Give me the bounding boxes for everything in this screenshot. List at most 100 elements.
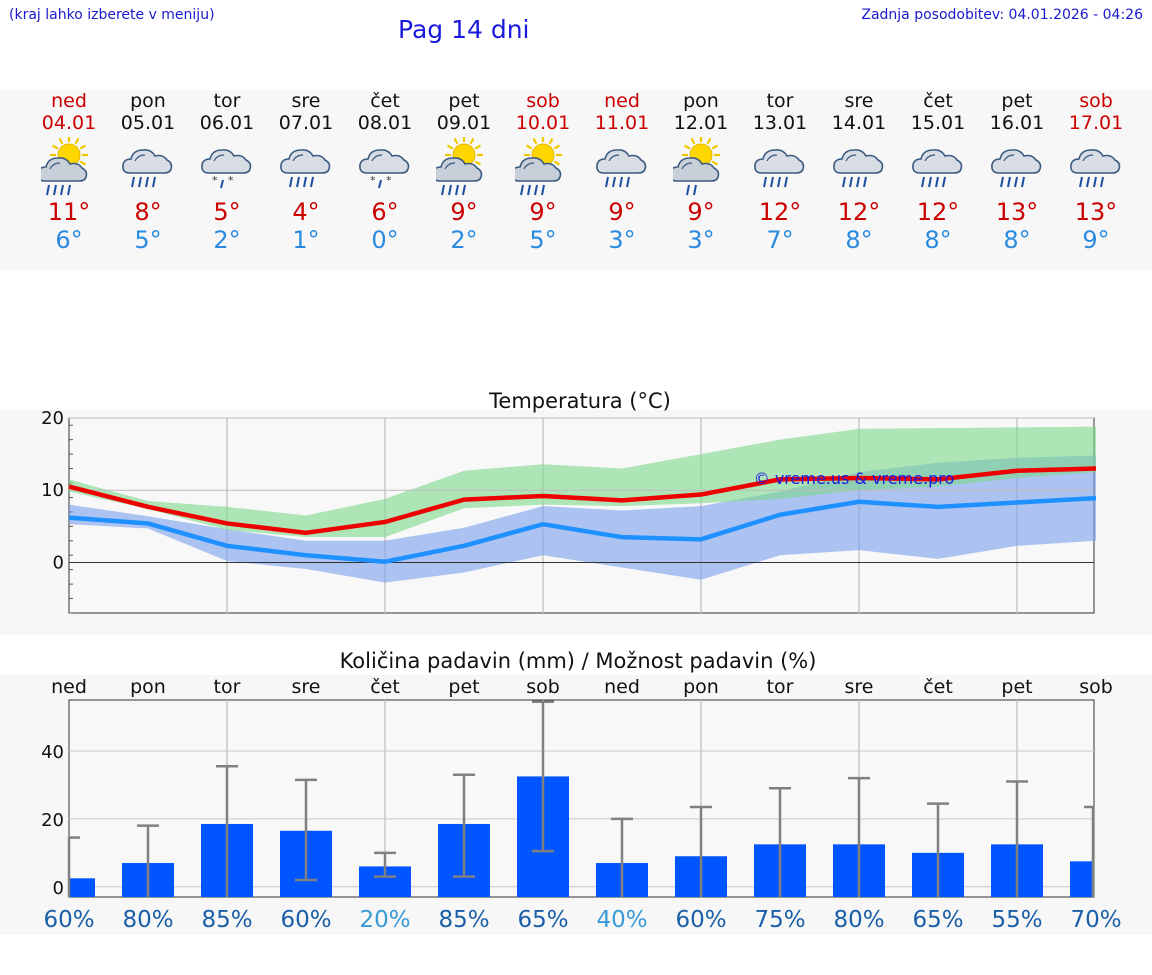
precipitation-probability: 65% <box>912 907 963 933</box>
precipitation-day-label: tor <box>767 676 794 698</box>
cloud-sleet-icon: * * <box>199 137 255 197</box>
cloud-rain-icon <box>752 137 808 197</box>
cloud-rain-icon <box>594 137 650 197</box>
precipitation-day-label: sob <box>526 676 560 698</box>
cloud-rain-icon <box>910 137 966 197</box>
min-temperature: 8° <box>845 226 873 254</box>
temperature-y-tick-label: 0 <box>53 552 64 573</box>
min-temperature: 5° <box>134 226 162 254</box>
min-temperature: 8° <box>1003 226 1031 254</box>
day-name: sre <box>291 90 321 112</box>
min-temperature: 9° <box>1082 226 1110 254</box>
cloud-rain-icon <box>989 137 1045 197</box>
precipitation-probability: 80% <box>122 907 173 933</box>
day-date: 10.01 <box>515 112 571 134</box>
day-date: 12.01 <box>673 112 729 134</box>
precipitation-chart-title: Količina padavin (mm) / Možnost padavin … <box>340 649 817 673</box>
watermark: © vreme.us & vreme.pro <box>754 469 955 488</box>
precipitation-probability: 60% <box>43 907 94 933</box>
day-date: 05.01 <box>120 112 176 134</box>
max-temperature: 13° <box>995 198 1039 226</box>
cloud-rain-icon <box>831 137 887 197</box>
sun-cloud-rain-icon <box>41 137 97 197</box>
min-temperature: 5° <box>529 226 557 254</box>
sun-cloud-drizzle-icon <box>673 137 729 197</box>
day-date: 15.01 <box>910 112 966 134</box>
day-name: pon <box>683 90 719 112</box>
max-temperature: 8° <box>134 198 162 226</box>
max-temperature: 9° <box>450 198 478 226</box>
day-date: 11.01 <box>594 112 650 134</box>
max-temperature-line <box>68 466 1097 536</box>
min-temperature: 0° <box>371 226 399 254</box>
temperature-y-tick-label: 20 <box>41 408 64 429</box>
day-date: 09.01 <box>436 112 492 134</box>
sun-cloud-rain-icon <box>436 137 492 197</box>
min-temperature: 6° <box>55 226 83 254</box>
day-name: ned <box>604 90 640 112</box>
day-name: sre <box>844 90 874 112</box>
min-temperature: 7° <box>766 226 794 254</box>
precipitation-bar <box>69 878 95 897</box>
min-temperature: 1° <box>292 226 320 254</box>
day-date: 13.01 <box>752 112 808 134</box>
forecast-strip-background <box>0 90 1152 270</box>
max-temperature: 12° <box>837 198 881 226</box>
precipitation-day-label: pet <box>448 676 479 698</box>
precipitation-probability: 80% <box>833 907 884 933</box>
precipitation-probability: 65% <box>517 907 568 933</box>
cloud-sleet-icon: * * <box>357 137 413 197</box>
svg-text:*: * <box>212 174 218 187</box>
day-date: 07.01 <box>278 112 334 134</box>
precipitation-y-tick-label: 0 <box>53 878 64 899</box>
min-temperature: 2° <box>213 226 241 254</box>
precipitation-day-label: sre <box>845 676 874 698</box>
min-temperature-line <box>68 495 1097 564</box>
day-name: tor <box>213 90 241 112</box>
precipitation-day-label: ned <box>51 676 87 698</box>
day-name: čet <box>923 90 953 112</box>
max-temperature: 6° <box>371 198 399 226</box>
precipitation-probability: 85% <box>201 907 252 933</box>
max-temperature: 12° <box>916 198 960 226</box>
precipitation-day-label: čet <box>923 676 953 698</box>
precipitation-day-label: sob <box>1079 676 1113 698</box>
max-temperature: 13° <box>1074 198 1118 226</box>
day-name: sob <box>1079 90 1113 112</box>
precipitation-probability: 55% <box>991 907 1042 933</box>
max-temperature: 11° <box>47 198 91 226</box>
region-note: (kraj lahko izberete v meniju) <box>9 7 215 23</box>
cloud-rain-icon <box>278 137 334 197</box>
day-name: pet <box>448 90 480 112</box>
precipitation-probability: 70% <box>1070 907 1121 933</box>
day-name: tor <box>766 90 794 112</box>
min-temperature: 2° <box>450 226 478 254</box>
max-temperature: 9° <box>608 198 636 226</box>
precipitation-day-label: pet <box>1001 676 1032 698</box>
max-temperature: 4° <box>292 198 320 226</box>
precipitation-probability: 75% <box>754 907 805 933</box>
day-date: 08.01 <box>357 112 413 134</box>
temperature-chart-title: Temperatura (°C) <box>488 389 671 413</box>
day-date: 06.01 <box>199 112 255 134</box>
sun-cloud-rain-icon <box>515 137 571 197</box>
precipitation-bar <box>1070 861 1094 897</box>
day-date: 17.01 <box>1068 112 1124 134</box>
precipitation-probability: 60% <box>675 907 726 933</box>
min-temperature: 3° <box>687 226 715 254</box>
max-temperature: 12° <box>758 198 802 226</box>
temperature-y-tick-label: 10 <box>41 480 64 501</box>
precipitation-day-label: pon <box>130 676 166 698</box>
cloud-rain-icon <box>1068 137 1124 197</box>
precipitation-day-label: tor <box>214 676 241 698</box>
day-name: pet <box>1001 90 1033 112</box>
max-temperature: 5° <box>213 198 241 226</box>
precipitation-day-label: čet <box>370 676 400 698</box>
precipitation-y-tick-label: 40 <box>41 742 64 763</box>
day-name: sob <box>526 90 560 112</box>
day-date: 14.01 <box>831 112 887 134</box>
precipitation-probability: 40% <box>596 907 647 933</box>
min-temperature: 3° <box>608 226 636 254</box>
day-date: 16.01 <box>989 112 1045 134</box>
